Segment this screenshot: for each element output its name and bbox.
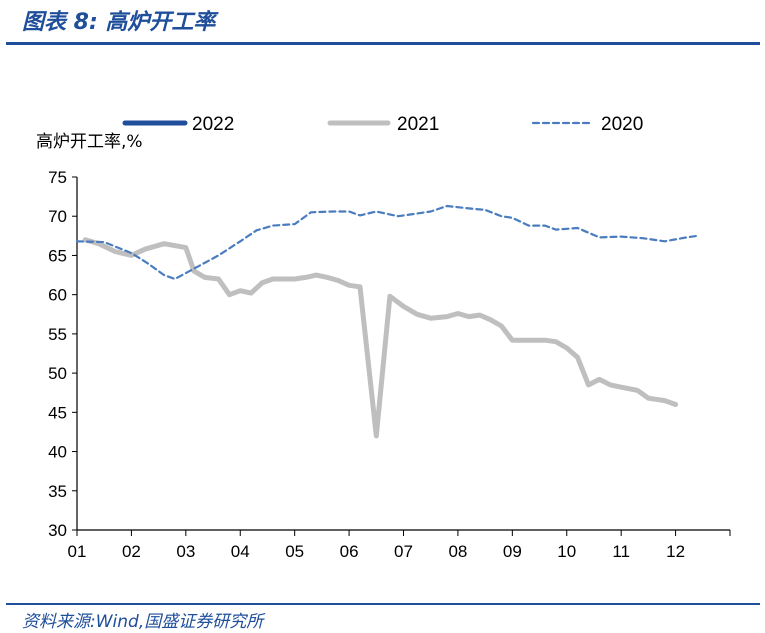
x-tick-label: 03 — [176, 542, 195, 561]
x-tick-label: 07 — [394, 542, 413, 561]
x-tick-label: 12 — [666, 542, 685, 561]
x-tick-label: 05 — [285, 542, 304, 561]
series-line-2021 — [82, 237, 679, 439]
y-axis-label: 高炉开工率,% — [36, 132, 143, 152]
x-tick-label: 11 — [612, 542, 630, 561]
x-tick-label: 02 — [122, 542, 141, 561]
y-tick-label: 50 — [48, 364, 67, 383]
series-layer — [75, 204, 699, 439]
figure-title: 图表 8: 高炉开工率 — [22, 10, 216, 35]
y-tick-label: 30 — [48, 521, 67, 540]
top-rule — [6, 42, 760, 45]
x-tick-label: 04 — [231, 542, 250, 561]
x-tick-label: 08 — [448, 542, 467, 561]
series-line-2020 — [75, 204, 699, 281]
x-tick-label: 10 — [557, 542, 576, 561]
y-tick-label: 45 — [48, 403, 67, 422]
legend-label-2021: 2021 — [397, 114, 439, 135]
chart-axes: 30 35 40 45 50 55 60 65 70 75 01 02 03 04 05 06 07 08 09 10… — [48, 168, 731, 561]
chart-legend: 2022 2021 2020 — [122, 114, 643, 135]
x-tick-label: 06 — [340, 542, 359, 561]
legend-label-2022: 2022 — [192, 114, 234, 135]
x-tick-label: 09 — [503, 542, 522, 561]
y-tick-label: 35 — [48, 482, 67, 501]
y-tick-label: 70 — [48, 207, 67, 226]
legend-label-2020: 2020 — [601, 114, 643, 135]
bottom-rule — [6, 603, 760, 605]
line-chart: 30 35 40 45 50 55 60 65 70 75 01 02 03 04 05 06 07 08 09 10… — [36, 114, 731, 561]
y-tick-label: 65 — [48, 246, 67, 265]
y-tick-label: 75 — [48, 168, 67, 187]
x-tick-label: 01 — [68, 542, 87, 561]
y-tick-label: 40 — [48, 443, 67, 462]
source-note: 资料来源:Wind,国盛证券研究所 — [22, 612, 264, 632]
y-tick-label: 60 — [48, 286, 67, 305]
y-tick-label: 55 — [48, 325, 67, 344]
